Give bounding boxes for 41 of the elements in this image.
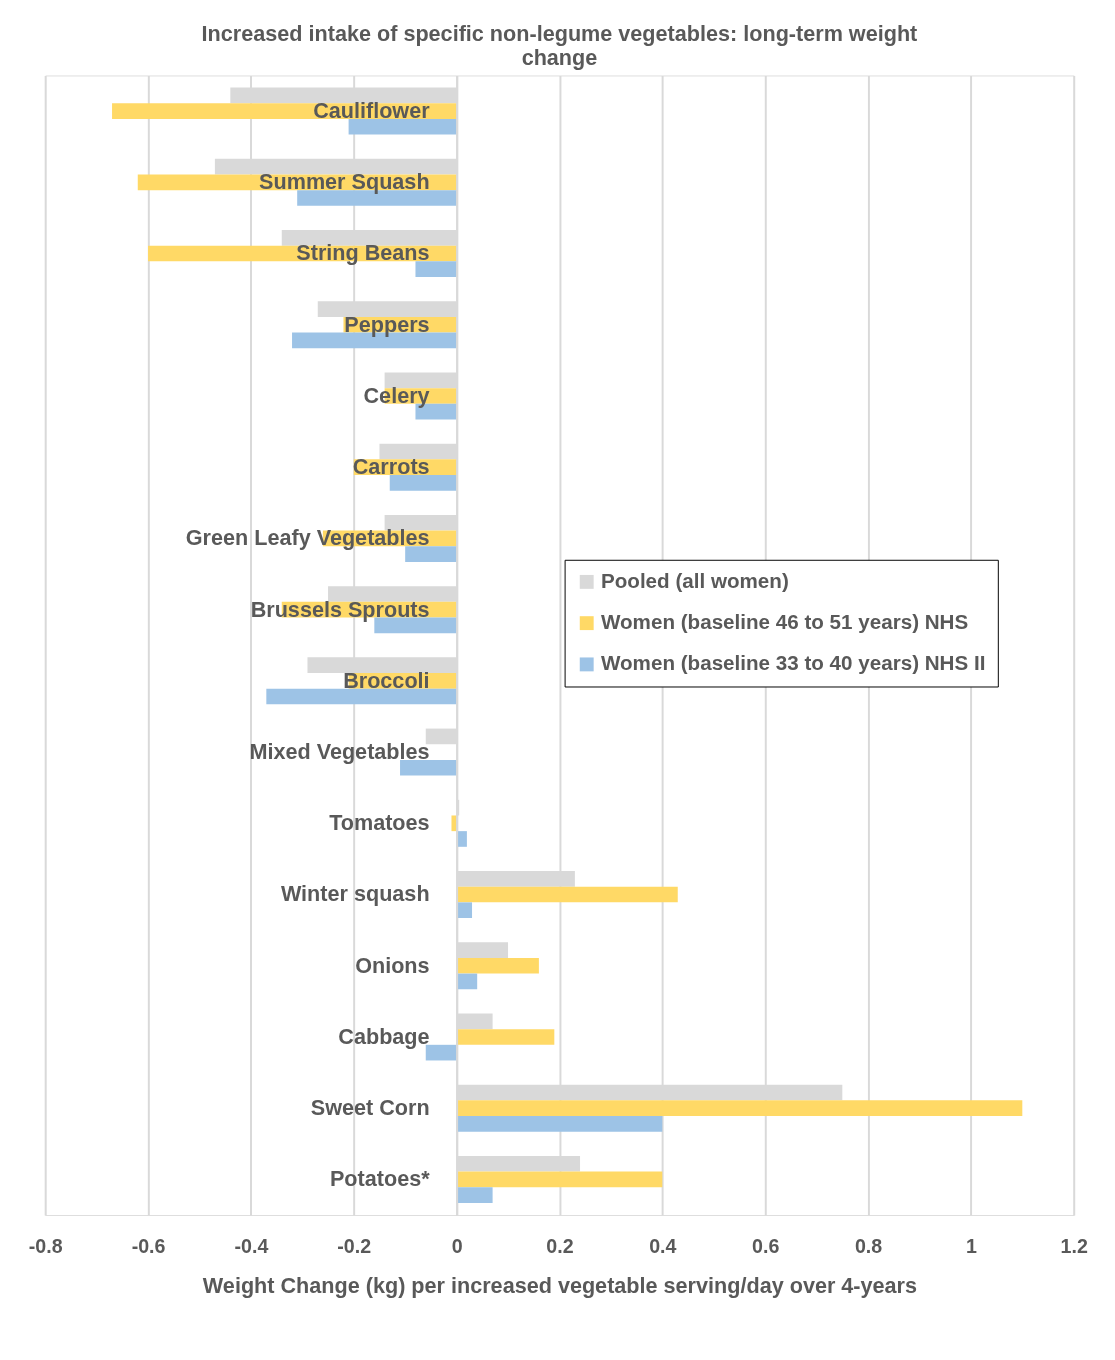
x-tick-label: 0.4: [649, 1234, 677, 1257]
x-tick-label: 0.6: [752, 1234, 780, 1257]
x-tick-label: 1: [965, 1234, 977, 1257]
chart-title: Increased intake of specific non-legume vegetables: long-term weight change: [201, 21, 918, 70]
y-tick-label: Summer Squash: [259, 169, 430, 195]
y-tick-label: Tomatoes: [329, 810, 430, 836]
bar: [389, 475, 457, 491]
x-tick-label: -0.4: [234, 1234, 269, 1257]
bar: [266, 688, 457, 705]
bar: [456, 1171, 663, 1188]
y-tick-label: Mixed Vegetables: [249, 738, 430, 764]
bar: [348, 118, 457, 135]
legend-label: Women (baseline 33 to 40 years) NHS II: [600, 651, 986, 675]
x-tick-label: -0.2: [337, 1234, 372, 1257]
y-tick-label: Sweet Corn: [310, 1095, 430, 1121]
x-tick-label: -0.6: [131, 1234, 166, 1257]
y-tick-label: Winter squash: [280, 881, 430, 907]
y-tick-label: Potatoes*: [329, 1166, 431, 1192]
y-tick-label: String Beans: [296, 240, 430, 266]
x-tick-label: 1.2: [1060, 1234, 1088, 1257]
x-tick-label: 0.8: [854, 1234, 883, 1257]
y-tick-label: Cabbage: [338, 1023, 430, 1049]
x-tick-label: 0.2: [546, 1234, 574, 1257]
legend-label: Women (baseline 46 to 51 years) NHS: [600, 610, 969, 634]
bar: [456, 1029, 555, 1045]
bar: [451, 815, 457, 832]
legend-label: Pooled (all women): [600, 568, 789, 592]
bar: [456, 957, 539, 974]
x-tick-label: -0.8: [28, 1234, 63, 1257]
y-tick-label: Onions: [355, 952, 430, 978]
x-tick-label: 0: [451, 1234, 463, 1257]
bar: [456, 1100, 1023, 1117]
bar: [456, 886, 678, 903]
y-tick-label: Cauliflower: [313, 97, 431, 123]
bar: [415, 261, 457, 278]
x-axis-title: Weight Change (kg) per increased vegetable serving/day over 4-years: [202, 1273, 918, 1299]
bar: [456, 1187, 493, 1203]
y-tick-label: Peppers: [344, 311, 430, 337]
y-tick-label: Carrots: [352, 454, 430, 480]
bar: [456, 1116, 663, 1132]
bar: [456, 902, 473, 919]
